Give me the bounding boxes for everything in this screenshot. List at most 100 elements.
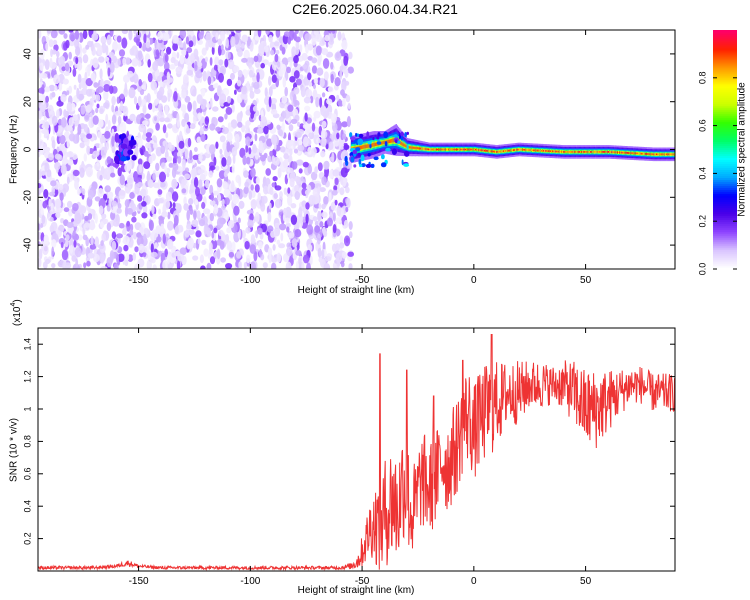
signal-band-slice	[500, 150, 503, 153]
noise-blob	[77, 123, 82, 135]
noise-blob	[304, 189, 310, 196]
noise-blob	[287, 187, 291, 194]
signal-scatter-blob	[373, 156, 379, 161]
noise-cluster-blob	[129, 140, 137, 146]
signal-band-slice	[520, 148, 523, 151]
noise-blob	[224, 58, 229, 68]
noise-blob	[269, 150, 274, 157]
colorbar-segment	[713, 243, 737, 246]
noise-blob	[283, 207, 287, 216]
noise-blob	[51, 239, 57, 248]
noise-blob	[217, 85, 222, 96]
signal-band-slice	[660, 153, 662, 156]
noise-blob	[183, 74, 189, 84]
signal-band-slice	[524, 148, 526, 151]
noise-blob	[185, 36, 189, 45]
noise-blob	[271, 134, 278, 145]
colorbar-segment	[713, 37, 737, 41]
noise-blob	[260, 202, 266, 212]
noise-blob	[311, 147, 317, 155]
noise-blob	[219, 93, 227, 104]
noise-blob	[347, 102, 351, 110]
noise-blob	[317, 56, 321, 67]
colorbar-segment	[713, 77, 737, 81]
signal-scatter-blob	[406, 144, 409, 150]
signal-band-slice	[473, 148, 476, 151]
noise-blob	[293, 55, 299, 64]
signal-band-slice	[542, 149, 544, 152]
noise-blob	[58, 134, 66, 145]
noise-blob	[295, 250, 302, 256]
noise-blob	[256, 72, 260, 83]
signal-band-slice	[481, 149, 484, 152]
noise-blob	[200, 88, 206, 97]
noise-blob	[306, 224, 314, 235]
signal-band-slice	[615, 151, 618, 154]
noise-cluster-blob	[114, 132, 120, 143]
noise-blob	[283, 153, 290, 160]
noise-blob	[280, 232, 284, 242]
colorbar-segment	[713, 135, 737, 139]
signal-band-slice	[602, 151, 604, 153]
noise-blob	[217, 193, 221, 203]
noise-blob	[237, 121, 243, 128]
colorbar-segment	[713, 167, 737, 171]
noise-blob	[241, 57, 248, 63]
noise-blob	[154, 116, 157, 122]
colorbar-segment	[713, 103, 737, 107]
signal-band-slice	[426, 148, 429, 151]
noise-blob	[66, 138, 71, 149]
signal-band-slice	[495, 150, 497, 153]
noise-blob	[306, 262, 311, 269]
noise-blob	[299, 44, 303, 53]
noise-blob	[163, 33, 170, 41]
noise-blob	[198, 154, 203, 161]
noise-blob	[176, 52, 180, 59]
noise-blob	[277, 167, 282, 179]
heatmap-ytick-label: -40	[23, 237, 34, 252]
noise-blob	[139, 89, 145, 96]
noise-blob	[154, 98, 160, 105]
noise-blob	[109, 250, 115, 261]
noise-blob	[172, 43, 179, 51]
noise-blob	[101, 213, 107, 219]
signal-band-slice	[471, 148, 473, 151]
noise-blob	[268, 254, 272, 264]
signal-scatter-blob	[366, 131, 370, 138]
noise-blob	[249, 261, 256, 269]
noise-blob	[320, 150, 326, 158]
noise-blob	[73, 174, 77, 182]
snr-xtick-label: 50	[580, 576, 592, 587]
colorbar-segment	[713, 195, 737, 198]
noise-blob	[197, 112, 202, 120]
noise-blob	[195, 230, 202, 238]
noise-blob	[319, 96, 323, 108]
noise-blob	[235, 30, 242, 33]
signal-band-slice	[577, 151, 580, 153]
noise-blob	[103, 146, 108, 154]
noise-blob	[204, 179, 210, 189]
signal-scatter-blob	[357, 152, 361, 157]
signal-band-slice	[462, 148, 465, 151]
signal-band-slice	[439, 148, 441, 151]
noise-blob	[304, 33, 312, 42]
noise-blob	[277, 61, 281, 68]
noise-blob	[44, 59, 50, 71]
noise-blob	[209, 97, 213, 109]
signal-scatter-blob	[367, 141, 372, 145]
noise-blob	[129, 192, 135, 199]
noise-blob	[181, 159, 186, 169]
noise-blob	[154, 242, 158, 250]
colorbar-segment	[713, 145, 737, 149]
signal-band-slice	[527, 149, 529, 151]
noise-blob	[122, 57, 127, 66]
noise-blob	[124, 259, 129, 266]
signal-band-slice	[448, 148, 450, 151]
noise-blob	[231, 146, 237, 157]
signal-band-slice	[641, 152, 643, 155]
noise-blob	[340, 261, 345, 268]
noise-blob	[103, 89, 109, 101]
noise-blob	[253, 81, 260, 90]
noise-blob	[48, 117, 53, 126]
noise-blob	[268, 34, 273, 43]
